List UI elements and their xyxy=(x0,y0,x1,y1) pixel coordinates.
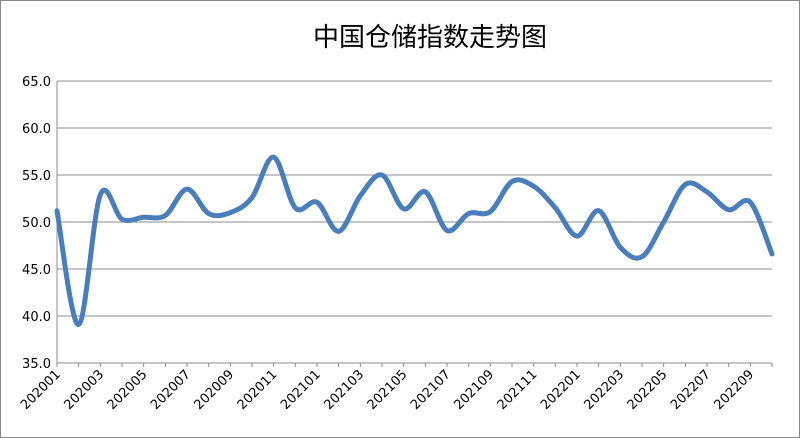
y-tick-label: 65.0 xyxy=(22,75,51,90)
data-line xyxy=(54,154,775,327)
y-tick-label: 55.0 xyxy=(22,169,51,184)
y-tick-label: 40.0 xyxy=(22,310,51,325)
y-tick-label: 60.0 xyxy=(22,122,51,137)
y-tick-label: 45.0 xyxy=(22,263,51,278)
chart-title: 中国仓储指数走势图 xyxy=(313,23,547,53)
y-tick-label: 35.0 xyxy=(22,357,51,372)
y-tick-label: 50.0 xyxy=(22,216,51,231)
